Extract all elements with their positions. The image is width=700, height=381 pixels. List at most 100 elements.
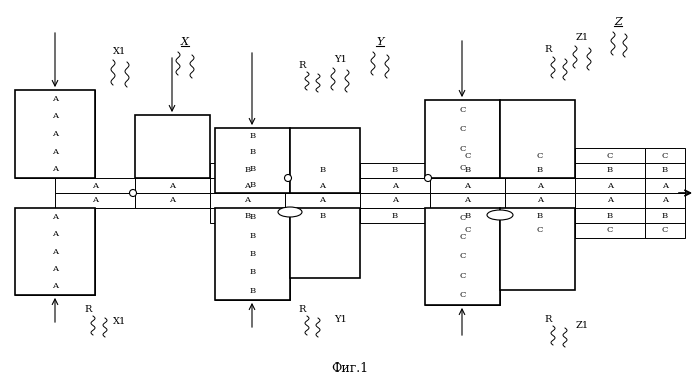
Bar bbox=[430, 178, 505, 193]
Bar bbox=[15, 90, 95, 178]
Bar bbox=[285, 178, 360, 193]
Bar bbox=[425, 100, 500, 120]
Text: B: B bbox=[392, 166, 398, 174]
Bar bbox=[505, 148, 575, 163]
Bar bbox=[645, 208, 685, 223]
Bar bbox=[425, 100, 500, 178]
Text: B: B bbox=[244, 166, 251, 174]
Bar bbox=[645, 178, 685, 193]
Bar bbox=[55, 193, 135, 208]
Bar bbox=[285, 193, 360, 208]
Bar bbox=[215, 177, 290, 193]
Bar bbox=[285, 163, 360, 178]
Text: A: A bbox=[52, 265, 58, 273]
Text: Фиг.1: Фиг.1 bbox=[331, 362, 369, 375]
Bar bbox=[575, 208, 645, 223]
Text: R: R bbox=[545, 45, 552, 54]
Text: A: A bbox=[52, 130, 58, 138]
Text: X1: X1 bbox=[113, 48, 127, 56]
Bar bbox=[645, 163, 685, 178]
Bar bbox=[360, 193, 430, 208]
Bar bbox=[645, 223, 685, 238]
Text: C: C bbox=[607, 152, 613, 160]
Text: B: B bbox=[607, 166, 613, 174]
Text: Y1: Y1 bbox=[334, 315, 346, 325]
Bar bbox=[215, 208, 290, 226]
Text: A: A bbox=[607, 197, 613, 205]
Bar bbox=[135, 193, 210, 208]
Bar bbox=[500, 100, 575, 178]
Bar bbox=[425, 247, 500, 266]
Text: C: C bbox=[459, 106, 466, 114]
Bar bbox=[430, 148, 505, 163]
Bar bbox=[15, 278, 95, 295]
Text: Z: Z bbox=[614, 17, 622, 27]
Bar bbox=[55, 178, 135, 193]
Text: C: C bbox=[537, 226, 543, 234]
Text: A: A bbox=[92, 181, 98, 189]
Text: Z1: Z1 bbox=[575, 320, 589, 330]
Bar bbox=[425, 266, 500, 286]
Text: C: C bbox=[459, 145, 466, 153]
Text: A: A bbox=[52, 165, 58, 173]
Text: B: B bbox=[607, 211, 613, 219]
Bar bbox=[505, 208, 575, 223]
Bar bbox=[15, 226, 95, 243]
Text: A: A bbox=[537, 197, 543, 205]
Text: A: A bbox=[537, 181, 543, 189]
Ellipse shape bbox=[487, 210, 513, 220]
Bar bbox=[215, 245, 290, 263]
Bar bbox=[575, 148, 645, 163]
Circle shape bbox=[130, 189, 136, 197]
Bar bbox=[360, 178, 430, 193]
Text: C: C bbox=[459, 214, 466, 222]
Text: B: B bbox=[249, 213, 256, 221]
Bar bbox=[215, 128, 290, 144]
Text: C: C bbox=[537, 152, 543, 160]
Text: Y: Y bbox=[377, 37, 384, 47]
Text: R: R bbox=[84, 306, 92, 314]
Text: B: B bbox=[249, 181, 256, 189]
Text: Z1: Z1 bbox=[575, 34, 589, 43]
Text: C: C bbox=[464, 226, 470, 234]
Text: A: A bbox=[52, 112, 58, 120]
Bar bbox=[15, 90, 95, 107]
Text: C: C bbox=[607, 226, 613, 234]
Text: A: A bbox=[607, 181, 613, 189]
Text: A: A bbox=[392, 197, 398, 205]
Text: B: B bbox=[537, 166, 543, 174]
Text: B: B bbox=[392, 211, 398, 219]
Bar bbox=[15, 125, 95, 143]
Text: R: R bbox=[298, 61, 306, 69]
Bar bbox=[285, 208, 360, 223]
Bar bbox=[425, 158, 500, 178]
Bar bbox=[645, 148, 685, 163]
Text: A: A bbox=[52, 147, 58, 155]
Bar bbox=[425, 208, 500, 305]
Text: A: A bbox=[392, 181, 398, 189]
Text: B: B bbox=[319, 166, 326, 174]
Bar bbox=[215, 226, 290, 245]
Text: B: B bbox=[249, 148, 256, 156]
Text: B: B bbox=[249, 232, 256, 240]
Bar bbox=[505, 178, 575, 193]
Text: A: A bbox=[244, 181, 251, 189]
Bar bbox=[425, 227, 500, 247]
Bar bbox=[290, 128, 360, 193]
Bar bbox=[15, 208, 95, 295]
Bar bbox=[210, 193, 285, 208]
Text: X1: X1 bbox=[113, 317, 127, 327]
Text: R: R bbox=[298, 306, 306, 314]
Text: A: A bbox=[52, 95, 58, 103]
Text: B: B bbox=[319, 211, 326, 219]
Text: C: C bbox=[459, 291, 466, 299]
Text: C: C bbox=[459, 272, 466, 280]
Bar bbox=[425, 286, 500, 305]
Text: A: A bbox=[465, 181, 470, 189]
Text: A: A bbox=[52, 282, 58, 290]
Text: B: B bbox=[249, 132, 256, 140]
Bar bbox=[215, 160, 290, 177]
Text: B: B bbox=[249, 250, 256, 258]
Text: A: A bbox=[319, 181, 326, 189]
Bar bbox=[425, 120, 500, 139]
